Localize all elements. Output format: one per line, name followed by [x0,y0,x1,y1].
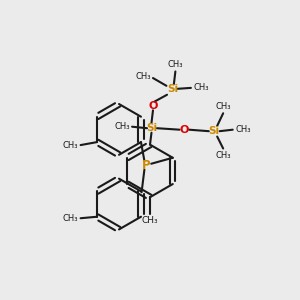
Text: CH₃: CH₃ [63,141,78,150]
Text: CH₃: CH₃ [63,214,78,223]
Text: CH₃: CH₃ [168,60,183,69]
Text: CH₃: CH₃ [135,72,151,81]
Text: P: P [142,159,150,172]
Text: CH₃: CH₃ [193,83,209,92]
Text: Si: Si [208,126,220,136]
Text: CH₃: CH₃ [142,216,158,225]
Text: CH₃: CH₃ [235,125,250,134]
Text: O: O [180,125,189,135]
Text: Si: Si [167,84,178,94]
Text: CH₃: CH₃ [114,122,130,131]
Text: CH₃: CH₃ [215,102,231,111]
Text: O: O [148,101,158,111]
Text: CH₃: CH₃ [215,151,231,160]
Text: Si: Si [146,123,157,133]
